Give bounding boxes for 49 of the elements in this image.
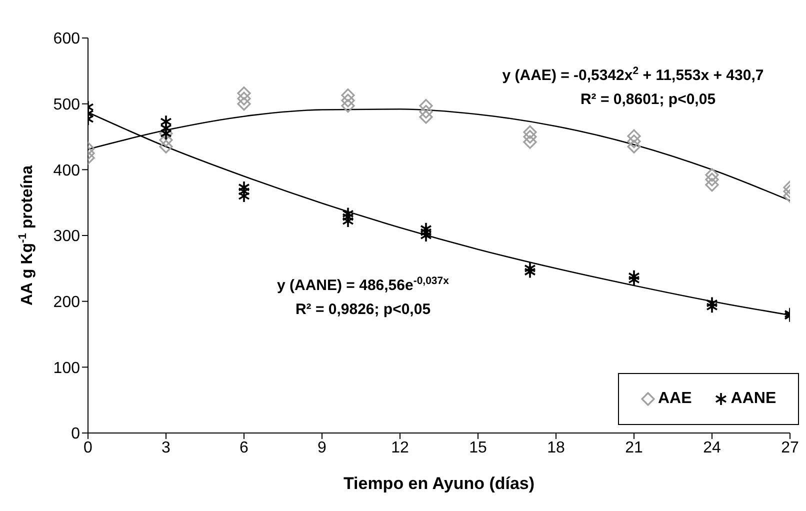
- x-tick-label: 0: [84, 439, 93, 456]
- x-tick-label: 18: [547, 439, 565, 456]
- point: [627, 140, 641, 154]
- y-tick-label: 400: [53, 162, 80, 180]
- point: [159, 140, 173, 154]
- y-tick-label: 0: [71, 426, 80, 443]
- point: [419, 104, 433, 119]
- x-tick-label: 3: [162, 439, 171, 456]
- annotation: y (AAE) = -0,5342x$^{2}$ + 11,553x + 430,7: [502, 65, 764, 84]
- point: [159, 133, 173, 147]
- point: [523, 130, 537, 144]
- point: [523, 125, 537, 139]
- annotation: y (AANE) = 486,56e$^{-0,037x}$: [277, 275, 450, 294]
- x-tick-label: 27: [781, 439, 799, 456]
- x-tick-label: 21: [625, 439, 643, 456]
- y-tick-label: 200: [53, 294, 80, 312]
- legend-label: AANE: [730, 390, 776, 408]
- point: [627, 134, 641, 148]
- x-axis-title: Tiempo en Ayuno (días): [343, 474, 535, 493]
- y-tick-label: 500: [53, 96, 80, 114]
- point: [342, 206, 354, 221]
- point: [524, 262, 536, 276]
- x-tick-label: 6: [240, 439, 249, 456]
- point: [237, 86, 251, 100]
- point: [237, 97, 251, 111]
- point: [628, 269, 640, 284]
- legend-label: AAE: [657, 390, 692, 408]
- y-tick-label: 600: [53, 30, 80, 48]
- point: [705, 178, 719, 192]
- point: [341, 88, 355, 102]
- x-tick-label: 12: [391, 439, 409, 456]
- point: [523, 135, 537, 149]
- x-tick-label: 9: [318, 439, 327, 456]
- y-tick-label: 100: [53, 360, 80, 377]
- annotation: R² = 0,8601; p<0,05: [580, 91, 716, 108]
- point: [419, 110, 433, 124]
- point: [706, 296, 718, 310]
- point: [419, 99, 433, 113]
- y-tick-label: 300: [53, 228, 80, 246]
- point: [238, 180, 250, 194]
- point: [237, 92, 251, 106]
- point: [341, 94, 355, 108]
- point: [705, 168, 719, 182]
- x-tick-label: 24: [703, 439, 721, 456]
- x-tick-label: 15: [469, 439, 487, 456]
- point: [341, 99, 355, 113]
- point: [705, 172, 719, 186]
- annotation: R² = 0,9826; p<0,05: [295, 301, 431, 318]
- point: [627, 129, 641, 143]
